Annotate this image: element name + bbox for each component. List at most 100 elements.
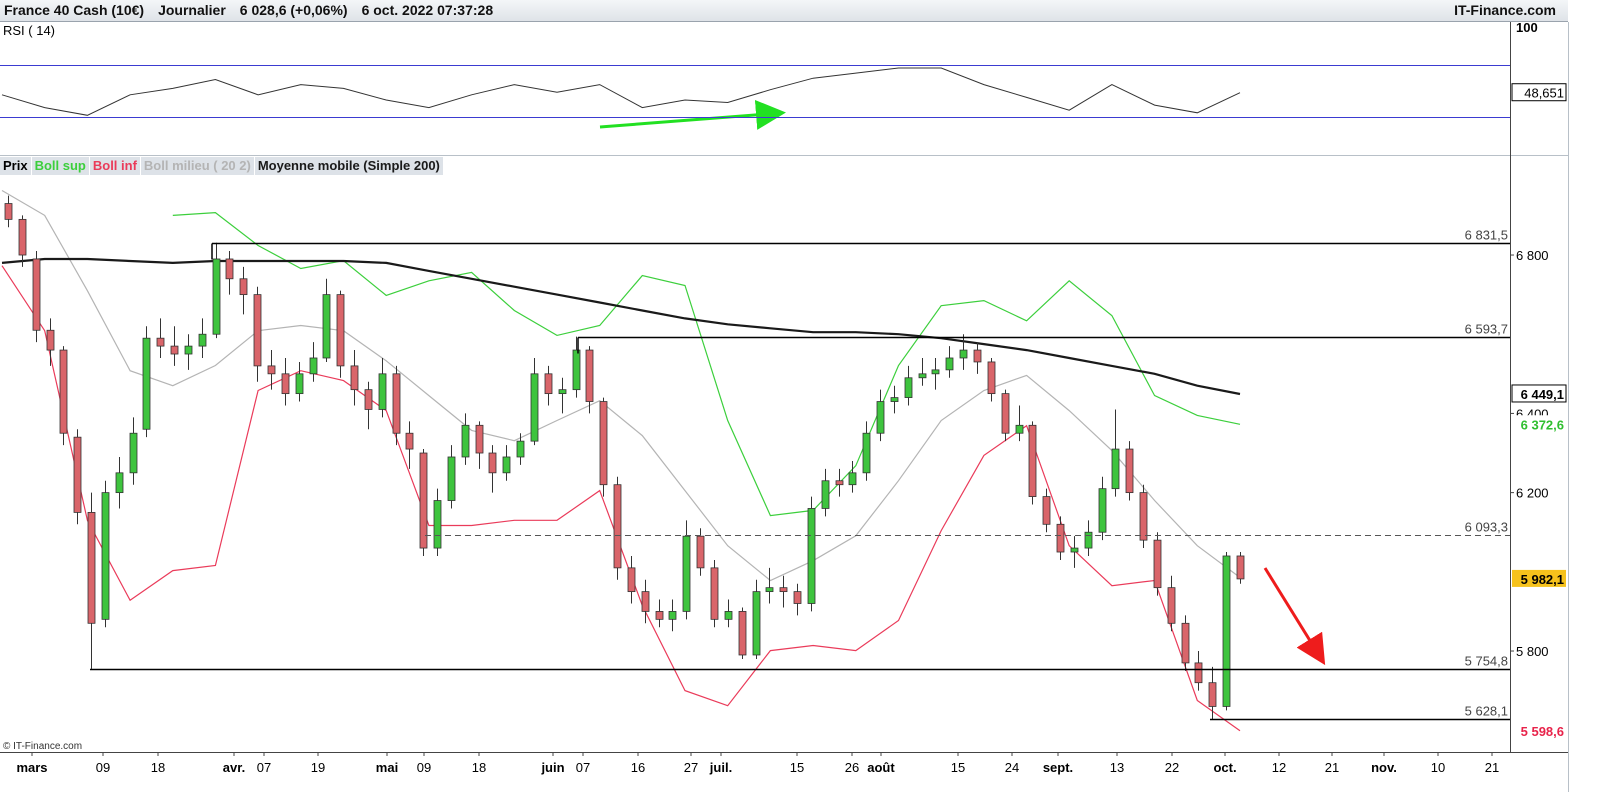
candle-body [1042,496,1051,525]
candle-body [170,345,179,355]
y-tick-label: 6 200 [1516,486,1549,501]
rsi-title: RSI ( 14) [3,23,55,38]
candle-body [1001,393,1010,434]
candle-body [848,472,857,486]
candle-body [433,500,442,549]
candle-body [405,432,414,450]
candle-body [876,401,885,434]
candle-body [73,436,82,513]
x-tick-label: juil. [709,760,732,775]
candle-body [516,440,525,458]
candle-body [281,373,290,395]
x-tick-label: 12 [1272,760,1286,775]
x-tick-label: mars [16,760,47,775]
candle-body [129,432,138,474]
candle-body [502,456,511,474]
last-value-label: 48,651 [1524,86,1564,101]
x-tick-label: août [867,760,895,775]
candle-body [835,480,844,486]
x-tick-label: juin [540,760,564,775]
candle-body [710,567,719,620]
price-label-box [1512,721,1566,739]
x-tick-label: 13 [1110,760,1124,775]
price-label: 5 982,1 [1521,572,1564,587]
indicator-line [1,189,1241,582]
candle-body [46,329,55,351]
candle-body [392,373,401,434]
candle-body [627,567,636,593]
candle-body [1070,547,1079,553]
candle-body [765,587,774,593]
candle-body [682,535,691,612]
price-label-box [1512,415,1566,433]
candle-body [1167,587,1176,624]
indicator-line [1,257,1241,396]
price-panel [1,189,1245,732]
candle-body [599,401,608,486]
legend: Prix Boll sup Boll inf Boll milieu ( 20 2) M… [0,157,444,175]
candle-body [156,337,165,347]
x-tick-label: sept. [1043,760,1073,775]
candle-body [1208,682,1217,707]
header: France 40 Cash (10€) Journalier 6 028,6 (+… [0,0,1568,22]
candle-body [461,424,470,458]
candle-body [918,373,927,379]
candle-body [309,357,318,375]
candle-body [793,591,802,604]
x-tick-label: 15 [790,760,804,775]
candle-body [558,389,567,395]
candle-body [904,377,913,398]
candle-body [4,203,13,220]
candle-body [378,373,387,410]
x-tick-label: 10 [1431,760,1445,775]
brand: IT-Finance.com [1454,2,1556,18]
candle-body [198,333,207,347]
candle-body [1236,555,1245,580]
candle-body [322,294,331,359]
background [0,22,1568,792]
candle-body [1015,424,1024,434]
level-label: 6 831,5 [1465,228,1508,243]
candle-body [419,452,428,549]
level-label: 6 093,3 [1465,520,1508,535]
legend-entry: Boll inf [89,157,141,175]
candle-body [142,337,151,430]
candle-body [544,373,553,395]
x-tick-label: 19 [311,760,325,775]
x-tick-label: 21 [1485,760,1499,775]
candle-body [447,456,456,501]
y-tick-label: 100 [1516,20,1538,35]
candle-body [959,349,968,359]
candle-body [87,512,96,624]
candle-body [475,424,484,454]
candle-body [1222,555,1231,707]
x-tick-label: oct. [1213,760,1236,775]
x-tick-label: 09 [96,760,110,775]
candle-body [752,591,761,656]
candle-body [115,472,124,494]
trend-arrow [599,99,786,130]
candle-body [1056,523,1065,553]
candle-body [572,349,581,391]
trend-arrow [1263,567,1326,666]
candle-body [364,389,373,410]
candle-body [655,611,664,620]
x-tick-label: 15 [951,760,965,775]
x-tick-label: 18 [472,760,486,775]
x-tick-label: 16 [631,760,645,775]
x-tick-label: 27 [684,760,698,775]
candle-body [973,349,982,363]
x-tick-label: 24 [1005,760,1019,775]
candle-body [18,218,27,256]
indicator-line [172,211,1241,517]
level-label: 6 593,7 [1465,322,1508,337]
candle-body [987,361,996,395]
candle-body [821,480,830,509]
candle-body [267,365,276,375]
candle-body [1111,448,1120,490]
candle-body [212,258,221,335]
candle-body [724,611,733,620]
last-value-box [1511,83,1567,102]
candle-body [668,611,677,620]
